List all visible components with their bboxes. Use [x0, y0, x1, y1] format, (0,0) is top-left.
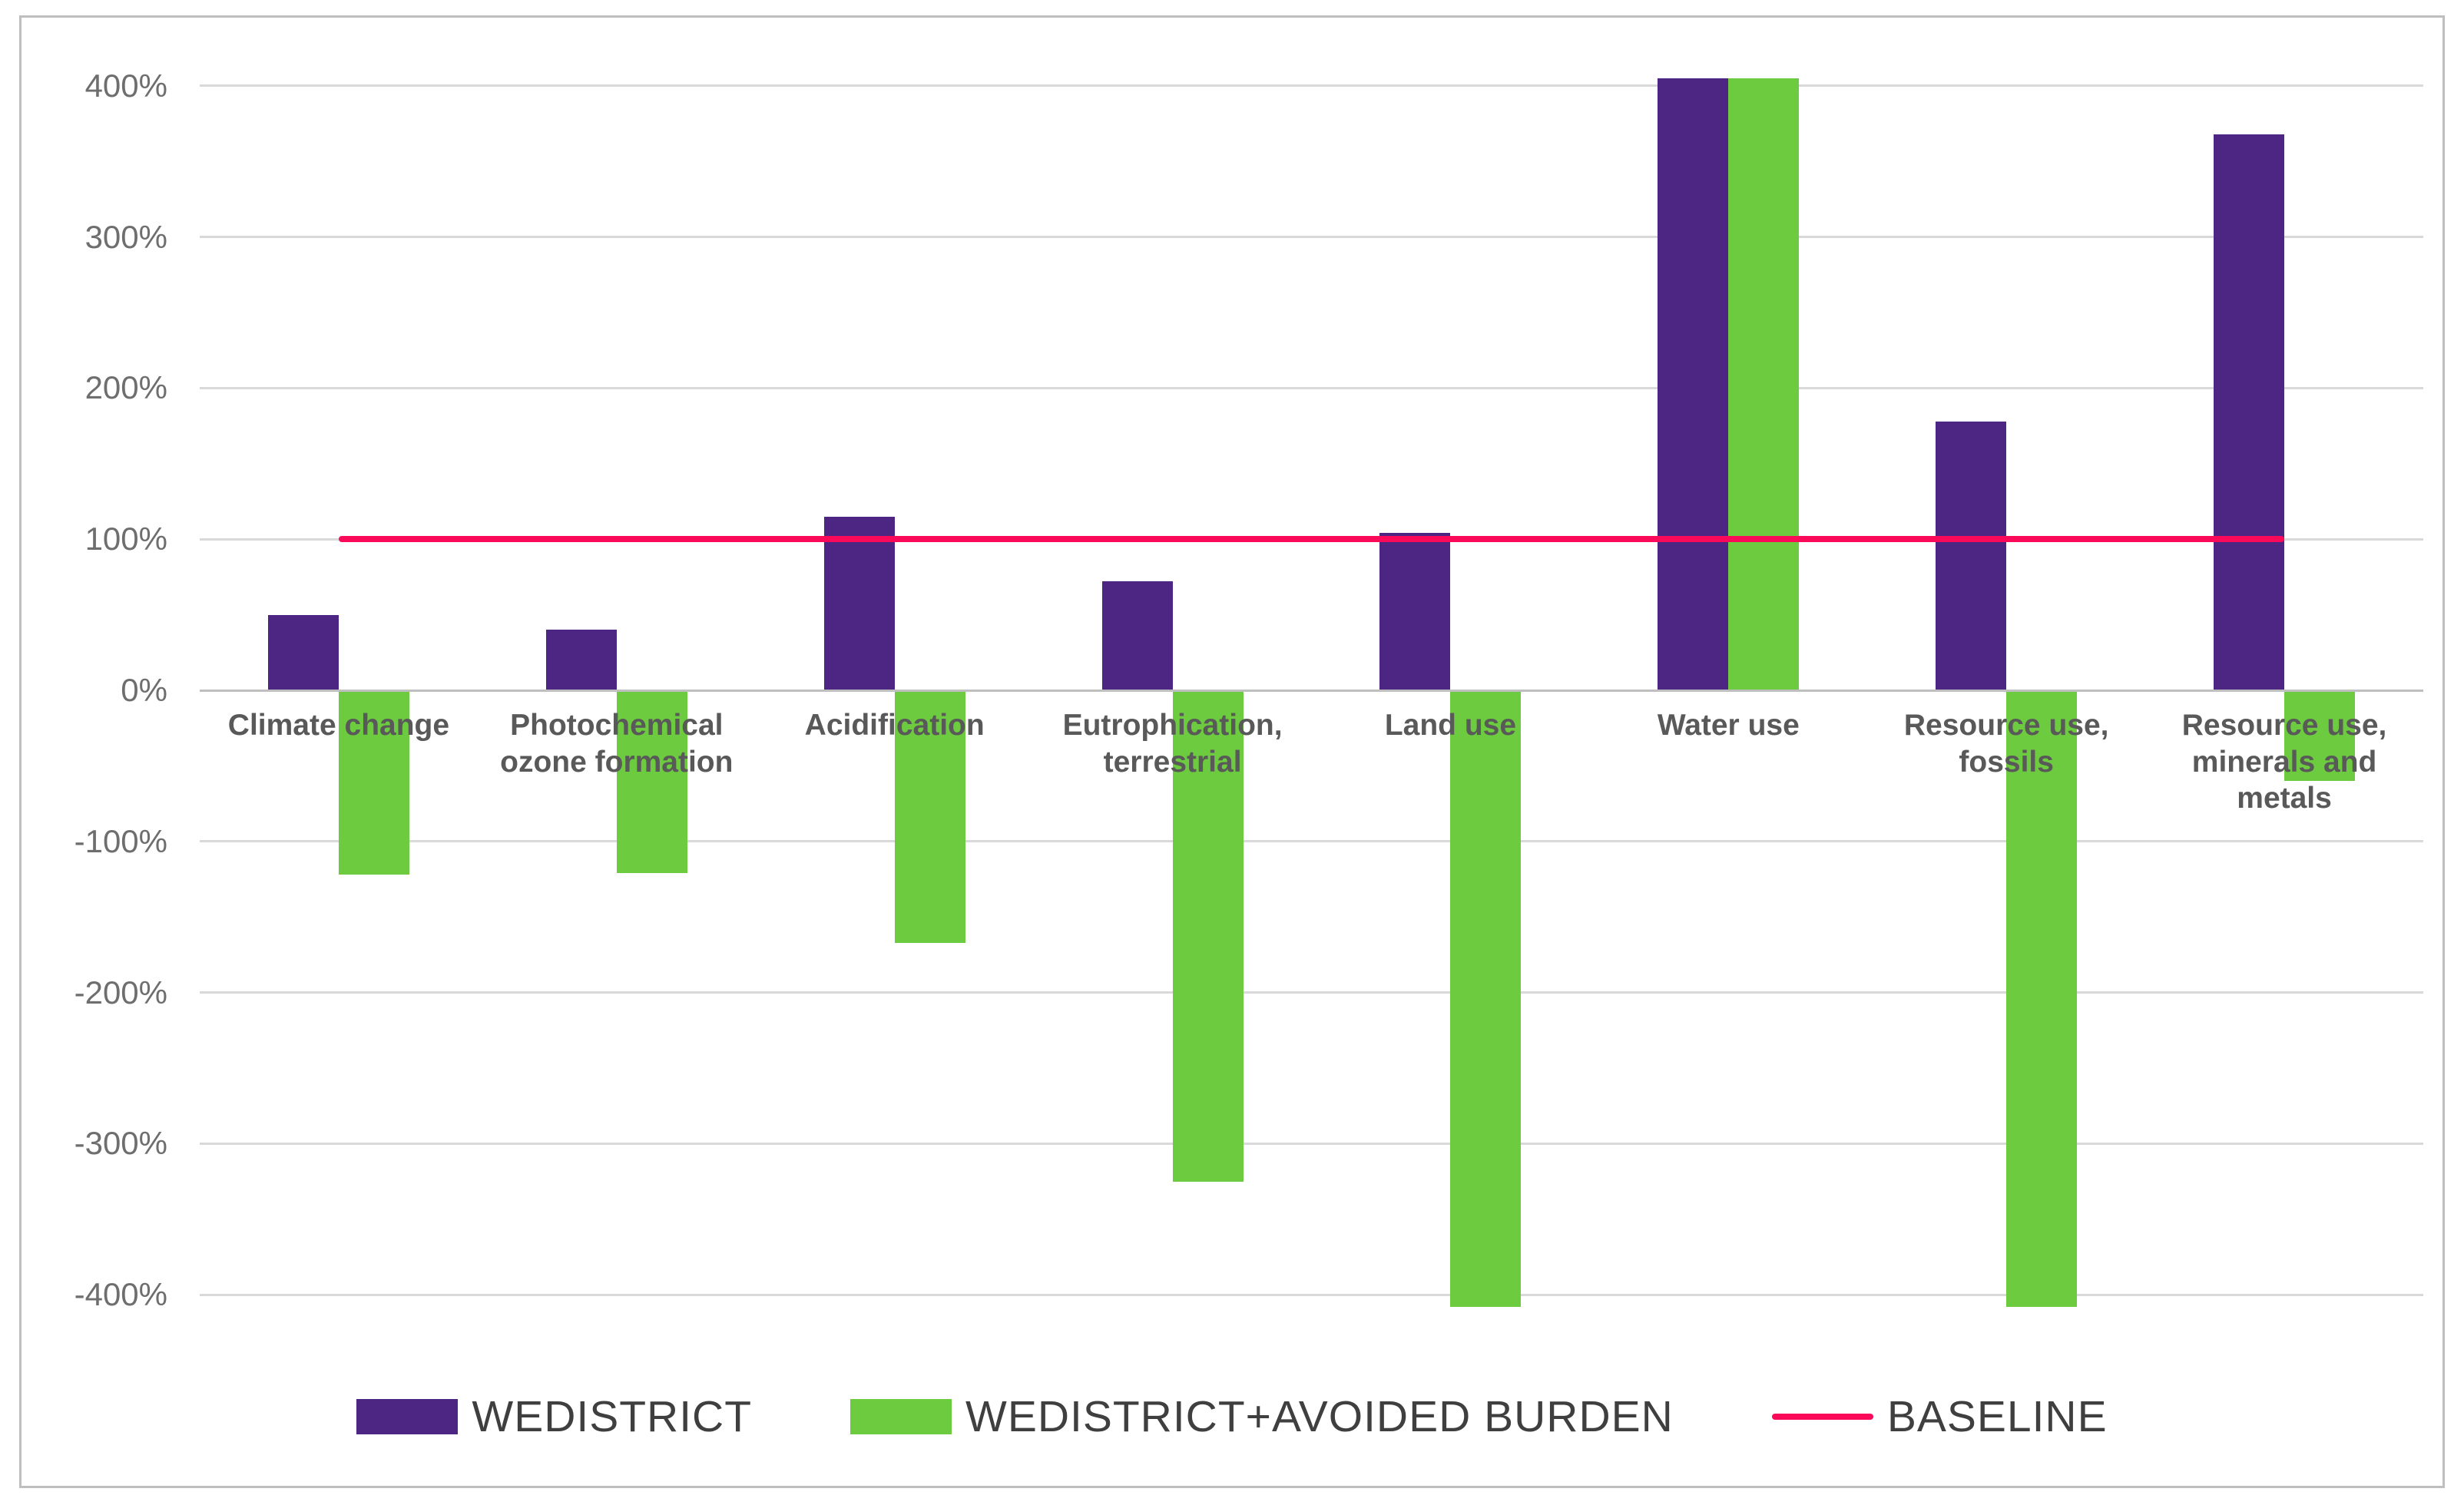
- bar-series1-cat4: [1101, 581, 1173, 691]
- legend-label-2: WEDISTRICT+AVOIDED BURDEN: [965, 1392, 1674, 1441]
- bar-series2-cat5: [1450, 690, 1522, 1307]
- legend-item-2: WEDISTRICT+AVOIDED BURDEN: [850, 1391, 1674, 1442]
- gridline--300: [200, 1142, 2423, 1145]
- gridline-200: [200, 386, 2423, 389]
- bar-series1-cat2: [545, 630, 617, 691]
- legend-item-1: WEDISTRICT: [356, 1391, 752, 1442]
- gridline--100: [200, 840, 2423, 843]
- legend-label-baseline: BASELINE: [1886, 1392, 2108, 1441]
- bar-series1-cat5: [1379, 533, 1451, 691]
- legend: WEDISTRICT WEDISTRICT+AVOIDED BURDEN BASEL…: [0, 1382, 2464, 1451]
- legend-swatch-1: [356, 1399, 459, 1434]
- y-tick-label--400: -400%: [74, 1276, 167, 1313]
- bar-series2-cat3: [894, 690, 965, 943]
- bar-series1-cat3: [823, 516, 895, 691]
- bar-series2-cat6: [1728, 78, 1800, 691]
- plot-area: [200, 78, 2423, 1307]
- y-tick-label--200: -200%: [74, 974, 167, 1011]
- bar-series2-cat2: [616, 690, 687, 874]
- gridline--200: [200, 991, 2423, 994]
- baseline-line: [338, 536, 2285, 543]
- y-tick-label-200: 200%: [84, 369, 167, 406]
- y-tick-label-300: 300%: [84, 218, 167, 255]
- zero-axis-line: [200, 689, 2423, 692]
- y-tick-label-100: 100%: [84, 521, 167, 557]
- legend-baseline-line-swatch: [1771, 1414, 1873, 1420]
- y-tick-label--100: -100%: [74, 822, 167, 859]
- bar-series1-cat8: [2214, 134, 2285, 691]
- gridline--400: [200, 1293, 2423, 1296]
- bar-series1-cat6: [1658, 78, 1729, 691]
- bar-series2-cat4: [1172, 690, 1244, 1182]
- legend-item-baseline: BASELINE: [1771, 1391, 2108, 1442]
- y-axis: 400% 300% 200% 100% 0% -100% -200% -300% -400%: [0, 68, 167, 1312]
- bar-series2-cat1: [338, 690, 409, 875]
- y-tick-label-0: 0%: [121, 672, 167, 709]
- bar-series1-cat7: [1936, 421, 2007, 691]
- bar-series2-cat7: [2006, 690, 2078, 1307]
- gridline-300: [200, 236, 2423, 239]
- y-tick-label--300: -300%: [74, 1125, 167, 1162]
- legend-swatch-2: [850, 1399, 952, 1434]
- bar-series1-cat1: [267, 614, 339, 691]
- y-tick-label-400: 400%: [84, 67, 167, 104]
- bar-series2-cat8: [2284, 690, 2356, 782]
- gridline-400: [200, 84, 2423, 88]
- legend-label-1: WEDISTRICT: [472, 1392, 753, 1441]
